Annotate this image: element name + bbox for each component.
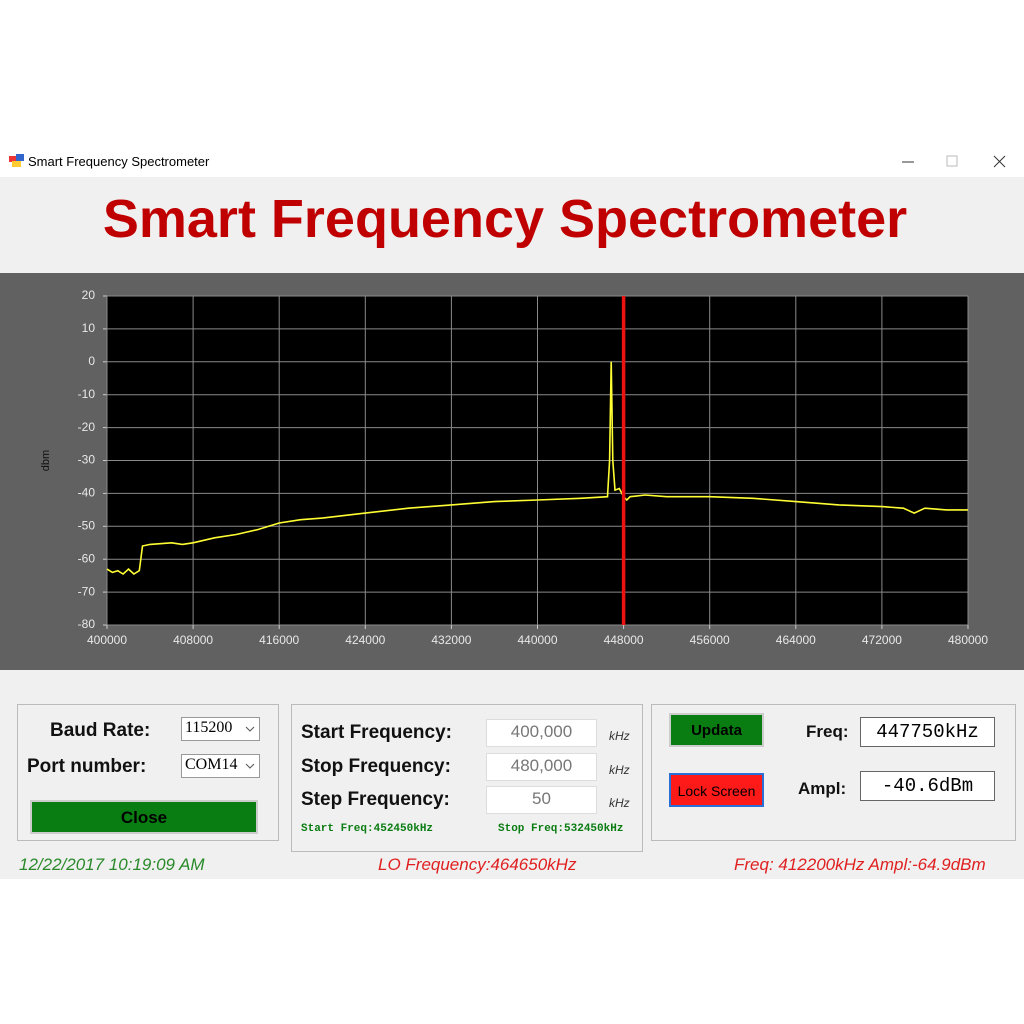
baud-select[interactable]: 115200 bbox=[181, 717, 260, 741]
chart: -80 -70 -60 -50 -40 -30 -20 -10 0 10 20 400000 40800… bbox=[0, 273, 1024, 670]
y-axis-label: dbm bbox=[40, 450, 52, 471]
app-icon bbox=[9, 154, 24, 167]
x-tick-label: 408000 bbox=[173, 633, 213, 647]
freq-input[interactable]: 50 bbox=[486, 786, 597, 814]
freq-input[interactable]: 400,000 bbox=[486, 719, 597, 747]
ampl-value: -40.6dBm bbox=[860, 771, 995, 801]
y-tick-label: -50 bbox=[78, 518, 96, 532]
x-tick-label: 432000 bbox=[431, 633, 471, 647]
x-tick-label: 416000 bbox=[259, 633, 299, 647]
dropdown-arrows bbox=[245, 726, 255, 769]
window-title: Smart Frequency Spectrometer bbox=[28, 154, 210, 169]
close-button[interactable]: Close bbox=[30, 800, 258, 834]
lock-button[interactable]: Lock Screen bbox=[669, 773, 764, 807]
x-tick-label: 456000 bbox=[690, 633, 730, 647]
y-tick-label: -80 bbox=[78, 617, 96, 631]
freq-unit: kHz bbox=[609, 796, 630, 810]
header-title: Smart Frequency Spectrometer bbox=[102, 189, 908, 249]
update-button[interactable]: Updata bbox=[669, 713, 764, 747]
freq-input[interactable]: 480,000 bbox=[486, 752, 597, 781]
x-tick-label: 400000 bbox=[87, 633, 127, 647]
ampl-label: Ampl: bbox=[798, 779, 847, 798]
y-tick-label: -30 bbox=[78, 453, 96, 467]
status-lo: LO Frequency:464650kHz bbox=[378, 855, 577, 874]
start-note: Start Freq:452450kHz bbox=[301, 823, 434, 835]
freq-row-label: Start Frequency: bbox=[301, 722, 452, 743]
stop-note: Stop Freq:532450kHz bbox=[498, 823, 624, 835]
freq-value: 447750kHz bbox=[860, 717, 995, 747]
readout-group bbox=[651, 704, 1016, 841]
status-cursor: Freq: 412200kHz Ampl:-64.9dBm bbox=[734, 855, 986, 874]
x-tick-label: 424000 bbox=[345, 633, 385, 647]
x-tick-label: 480000 bbox=[948, 633, 988, 647]
freq-unit: kHz bbox=[609, 762, 630, 777]
freq-label: Freq: bbox=[806, 722, 849, 741]
y-tick-label: 10 bbox=[82, 321, 96, 335]
y-tick-label: 20 bbox=[82, 288, 96, 302]
freq-row-label: Stop Frequency: bbox=[301, 755, 451, 777]
x-tick-label: 472000 bbox=[862, 633, 902, 647]
window-controls[interactable] bbox=[890, 150, 1015, 174]
x-tick-label: 448000 bbox=[604, 633, 644, 647]
status-datetime: 12/22/2017 10:19:09 AM bbox=[19, 855, 205, 874]
y-tick-label: -70 bbox=[78, 584, 96, 598]
freq-unit: kHz bbox=[609, 729, 630, 743]
serial-group bbox=[17, 704, 279, 841]
y-tick-label: 0 bbox=[88, 354, 95, 368]
trace-line bbox=[106, 361, 968, 575]
y-tick-label: -60 bbox=[78, 551, 96, 565]
y-tick-label: -10 bbox=[78, 387, 96, 401]
y-tick-label: -20 bbox=[78, 420, 96, 434]
y-tick-label: -40 bbox=[78, 486, 96, 500]
port-label: Port number: bbox=[27, 756, 147, 777]
title-bar bbox=[0, 147, 1024, 177]
freq-row-label: Step Frequency: bbox=[301, 789, 450, 810]
baud-value: 115200 bbox=[185, 719, 233, 736]
x-tick-label: 464000 bbox=[776, 633, 816, 647]
baud-label: Baud Rate: bbox=[50, 720, 151, 741]
port-select[interactable]: COM14 bbox=[181, 754, 260, 778]
port-value: COM14 bbox=[185, 756, 238, 773]
x-tick-label: 440000 bbox=[517, 633, 557, 647]
frequency-group bbox=[291, 704, 643, 852]
